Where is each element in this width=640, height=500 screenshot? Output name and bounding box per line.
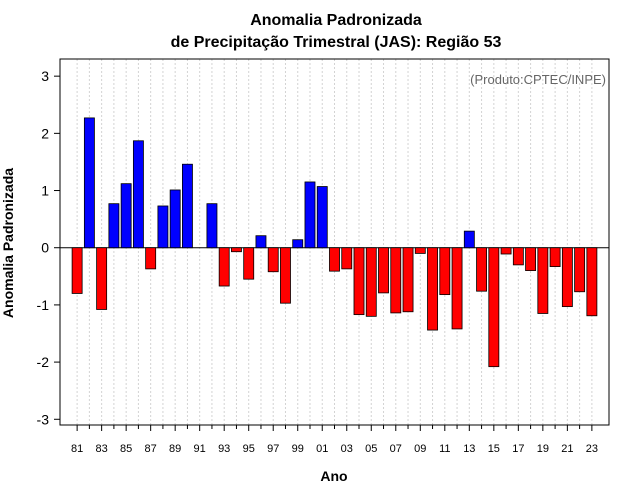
y-tick-label: -2 bbox=[37, 354, 50, 370]
x-axis-label: Ano bbox=[320, 468, 347, 484]
bar-layer bbox=[71, 117, 598, 368]
bar-87 bbox=[145, 247, 157, 270]
chart-subtitle: de Precipitação Trimestral (JAS): Região… bbox=[171, 34, 502, 51]
x-axis: 81 83 85 87 89 91 93 95 97 99 01 03 05 07 09 11 13 15 17 19… bbox=[71, 425, 598, 455]
bar-05 bbox=[365, 247, 377, 317]
y-tick-label: 2 bbox=[41, 125, 49, 141]
bar-13 bbox=[463, 230, 475, 249]
bar-93 bbox=[218, 247, 230, 287]
grid-layer bbox=[76, 59, 593, 425]
x-tick-label: 87 bbox=[145, 443, 157, 455]
chart-title: Anomalia Padronizada bbox=[250, 12, 422, 29]
bar-12 bbox=[451, 247, 463, 330]
bar-14 bbox=[476, 247, 487, 292]
y-tick-label: 3 bbox=[41, 68, 49, 84]
bar-21 bbox=[561, 247, 573, 308]
bar-98 bbox=[280, 247, 291, 304]
bar-83 bbox=[96, 247, 108, 310]
bar-86 bbox=[132, 140, 144, 249]
x-tick-label: 83 bbox=[96, 443, 108, 455]
bar-96 bbox=[255, 235, 267, 249]
x-tick-label: 07 bbox=[390, 443, 402, 455]
x-tick-label: 97 bbox=[267, 443, 279, 455]
bar-00 bbox=[304, 181, 316, 249]
x-tick-label: 21 bbox=[561, 443, 573, 455]
bar-01 bbox=[316, 186, 328, 249]
bar-22 bbox=[574, 247, 586, 293]
y-tick-label: 0 bbox=[41, 240, 49, 256]
x-tick-label: 23 bbox=[586, 443, 598, 455]
bar-06 bbox=[378, 247, 389, 294]
x-tick-label: 89 bbox=[169, 443, 181, 455]
bar-09 bbox=[414, 247, 426, 254]
bar-99 bbox=[292, 239, 304, 249]
bar-07 bbox=[390, 247, 402, 314]
source-annotation: (Produto:CPTEC/INPE) bbox=[470, 72, 606, 87]
x-tick-label: 17 bbox=[512, 443, 524, 455]
bar-16 bbox=[500, 247, 512, 255]
x-tick-label: 19 bbox=[537, 443, 549, 455]
bar-19 bbox=[537, 247, 549, 314]
x-tick-label: 11 bbox=[439, 443, 450, 455]
x-tick-label: 15 bbox=[488, 443, 500, 455]
bar-10 bbox=[427, 247, 438, 331]
bar-95 bbox=[243, 247, 255, 280]
bar-94 bbox=[231, 247, 242, 253]
bar-11 bbox=[439, 247, 451, 296]
bar-88 bbox=[157, 205, 169, 249]
bar-85 bbox=[120, 183, 132, 249]
x-tick-label: 91 bbox=[194, 443, 206, 455]
bar-90 bbox=[182, 163, 193, 249]
bar-03 bbox=[341, 247, 353, 270]
x-tick-label: 05 bbox=[365, 443, 377, 455]
x-tick-label: 03 bbox=[341, 443, 353, 455]
x-tick-label: 93 bbox=[218, 443, 230, 455]
bar-20 bbox=[549, 247, 561, 267]
bar-02 bbox=[329, 247, 340, 272]
x-tick-label: 95 bbox=[243, 443, 255, 455]
x-tick-label: 85 bbox=[120, 443, 132, 455]
bar-23 bbox=[586, 247, 598, 317]
y-tick-label: 1 bbox=[41, 183, 49, 199]
y-axis-label: Anomalia Padronizada bbox=[0, 168, 16, 318]
bar-17 bbox=[512, 247, 524, 266]
x-tick-label: 09 bbox=[414, 443, 426, 455]
bar-82 bbox=[83, 117, 95, 249]
bar-15 bbox=[488, 247, 500, 368]
bar-89 bbox=[169, 189, 181, 249]
bar-92 bbox=[206, 203, 218, 249]
bar-97 bbox=[267, 247, 279, 273]
bar-84 bbox=[108, 203, 120, 249]
x-tick-label: 01 bbox=[316, 443, 328, 455]
bar-08 bbox=[402, 247, 414, 313]
y-tick-label: -1 bbox=[37, 297, 50, 313]
bar-81 bbox=[71, 247, 83, 294]
x-tick-label: 81 bbox=[71, 443, 83, 455]
bar-04 bbox=[353, 247, 365, 316]
x-tick-label: 13 bbox=[463, 443, 475, 455]
y-tick-label: -3 bbox=[37, 411, 50, 427]
x-tick-label: 99 bbox=[292, 443, 304, 455]
y-axis: -3 -2 -1 0 1 2 3 bbox=[37, 68, 60, 427]
bar-18 bbox=[525, 247, 537, 271]
